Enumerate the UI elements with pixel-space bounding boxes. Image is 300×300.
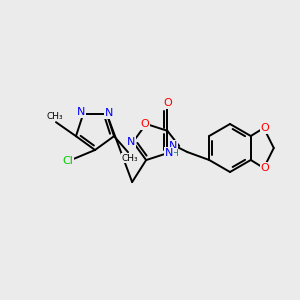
Text: N: N bbox=[127, 137, 135, 147]
Text: CH₃: CH₃ bbox=[122, 154, 138, 163]
Text: N: N bbox=[77, 107, 86, 117]
Text: N: N bbox=[105, 108, 113, 118]
Text: O: O bbox=[163, 98, 172, 108]
Text: N: N bbox=[165, 148, 174, 158]
Text: H: H bbox=[171, 148, 178, 158]
Text: Cl: Cl bbox=[63, 156, 74, 166]
Text: CH₃: CH₃ bbox=[47, 112, 63, 121]
Text: N: N bbox=[169, 141, 177, 151]
Text: O: O bbox=[141, 119, 149, 129]
Text: O: O bbox=[260, 163, 269, 173]
Text: O: O bbox=[260, 123, 269, 133]
